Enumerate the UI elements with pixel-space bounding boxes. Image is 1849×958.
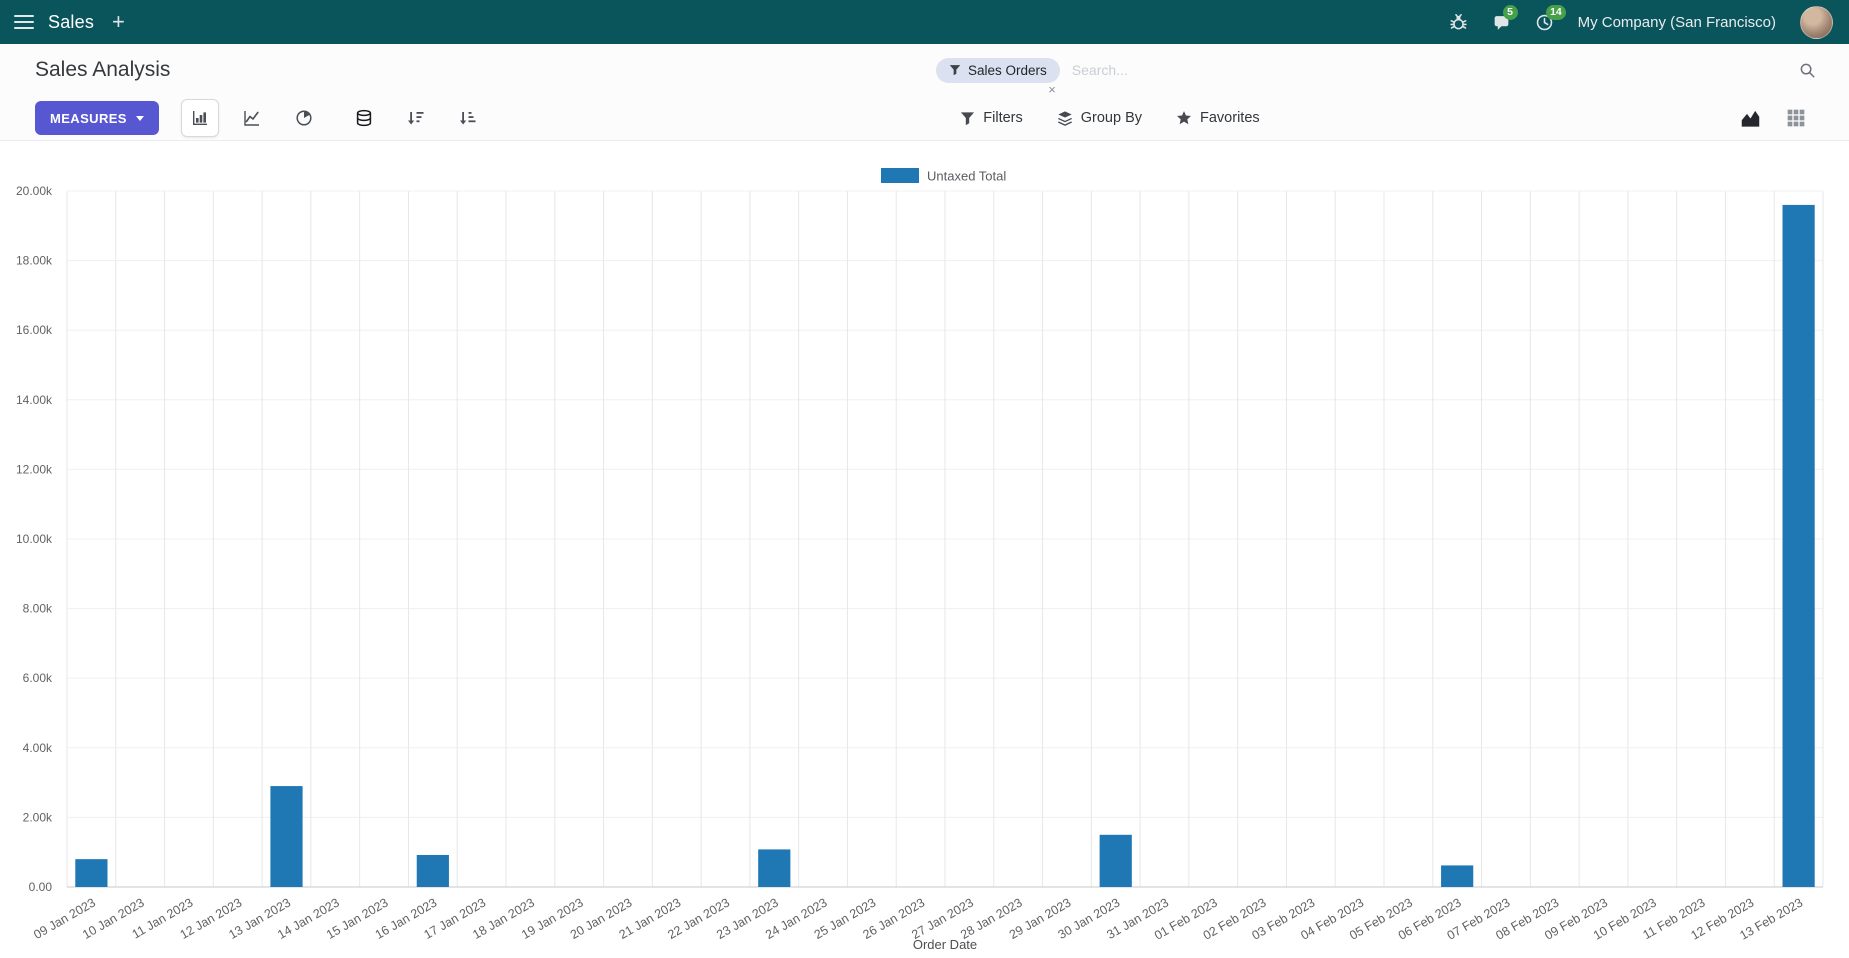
messages-badge: 5 xyxy=(1502,4,1518,20)
svg-text:18.00k: 18.00k xyxy=(16,254,53,268)
svg-text:Order Date: Order Date xyxy=(913,937,977,952)
messages-icon xyxy=(1494,15,1508,30)
menu-icon xyxy=(14,15,34,29)
debug-icon xyxy=(1449,13,1467,29)
caret-down-icon xyxy=(135,115,144,121)
bar-chart-icon xyxy=(192,111,207,125)
favorites-icon xyxy=(1176,110,1192,126)
svg-text:20.00k: 20.00k xyxy=(16,184,53,198)
svg-text:14.00k: 14.00k xyxy=(16,393,53,407)
facet-remove-button[interactable]: × xyxy=(1048,81,1056,97)
sort-ascending-button[interactable] xyxy=(449,99,487,137)
filter-icon xyxy=(960,111,975,126)
app-name[interactable]: Sales xyxy=(48,11,95,32)
view-switcher xyxy=(1733,101,1813,135)
search-bar[interactable]: Sales Orders × xyxy=(936,53,1816,96)
pivot-view-icon xyxy=(1787,109,1805,127)
pie-chart-icon xyxy=(296,110,312,126)
svg-text:6.00k: 6.00k xyxy=(23,671,53,685)
stacked-toggle-button[interactable] xyxy=(345,99,383,137)
svg-text:10.00k: 10.00k xyxy=(16,532,53,546)
activities-icon xyxy=(1536,14,1552,30)
pie-chart-button[interactable] xyxy=(285,99,323,137)
user-avatar xyxy=(1800,5,1833,39)
group-by-button[interactable]: Group By xyxy=(1057,110,1142,126)
favorites-label: Favorites xyxy=(1200,110,1260,126)
svg-text:0.00: 0.00 xyxy=(29,880,53,894)
favorites-button[interactable]: Favorites xyxy=(1176,110,1260,126)
search-icon xyxy=(1800,63,1815,77)
graph-view-icon xyxy=(1741,110,1759,127)
sort-descending-button[interactable] xyxy=(397,99,435,137)
activities-badge: 14 xyxy=(1545,4,1567,20)
search-facet[interactable]: Sales Orders xyxy=(936,57,1060,83)
user-menu-button[interactable] xyxy=(1800,5,1833,39)
line-chart-button[interactable] xyxy=(233,99,271,137)
line-chart-icon xyxy=(244,111,259,126)
company-switcher[interactable]: My Company (San Francisco) xyxy=(1577,13,1776,31)
stacked-icon xyxy=(356,109,372,127)
search-input[interactable] xyxy=(1059,62,1799,78)
measures-button[interactable]: MEASURES xyxy=(35,101,159,135)
new-record-button[interactable]: + xyxy=(112,9,125,34)
group-by-label: Group By xyxy=(1080,110,1142,126)
debug-button[interactable] xyxy=(1449,13,1468,32)
activities-button[interactable]: 14 xyxy=(1535,4,1567,32)
svg-text:16.00k: 16.00k xyxy=(16,323,53,337)
sales-analysis-chart[interactable]: 0.00 2.00k 4.00k 6.00k 8.00k 10.00k 12.00k 14.0… xyxy=(0,141,1849,958)
group-by-icon xyxy=(1057,110,1073,126)
filters-button[interactable]: Filters xyxy=(960,110,1023,126)
search-button[interactable] xyxy=(1799,62,1816,79)
apps-menu-button[interactable] xyxy=(14,15,34,29)
pivot-view-button[interactable] xyxy=(1779,101,1813,135)
measures-label: MEASURES xyxy=(50,110,127,126)
control-panel: Sales Analysis Sales Orders × xyxy=(0,44,1849,141)
graph-view-button[interactable] xyxy=(1733,101,1767,135)
filters-label: Filters xyxy=(983,110,1023,126)
svg-text:2.00k: 2.00k xyxy=(23,810,53,824)
svg-text:Untaxed Total: Untaxed Total xyxy=(927,169,1006,184)
chart-section: 0.00 2.00k 4.00k 6.00k 8.00k 10.00k 12.00k 14.0… xyxy=(0,141,1849,958)
sort-desc-icon xyxy=(407,112,424,125)
svg-text:4.00k: 4.00k xyxy=(23,741,53,755)
top-navbar: Sales + 5 14 My Company (San Francisco) xyxy=(0,0,1849,44)
sort-asc-icon xyxy=(459,112,476,125)
svg-text:12.00k: 12.00k xyxy=(16,462,53,476)
page-title: Sales Analysis xyxy=(35,58,171,81)
bar-chart-button[interactable] xyxy=(180,99,219,137)
svg-text:8.00k: 8.00k xyxy=(23,602,53,616)
messages-button[interactable]: 5 xyxy=(1492,4,1518,32)
filter-facet-icon xyxy=(949,65,961,76)
search-facet-label: Sales Orders xyxy=(968,62,1047,78)
